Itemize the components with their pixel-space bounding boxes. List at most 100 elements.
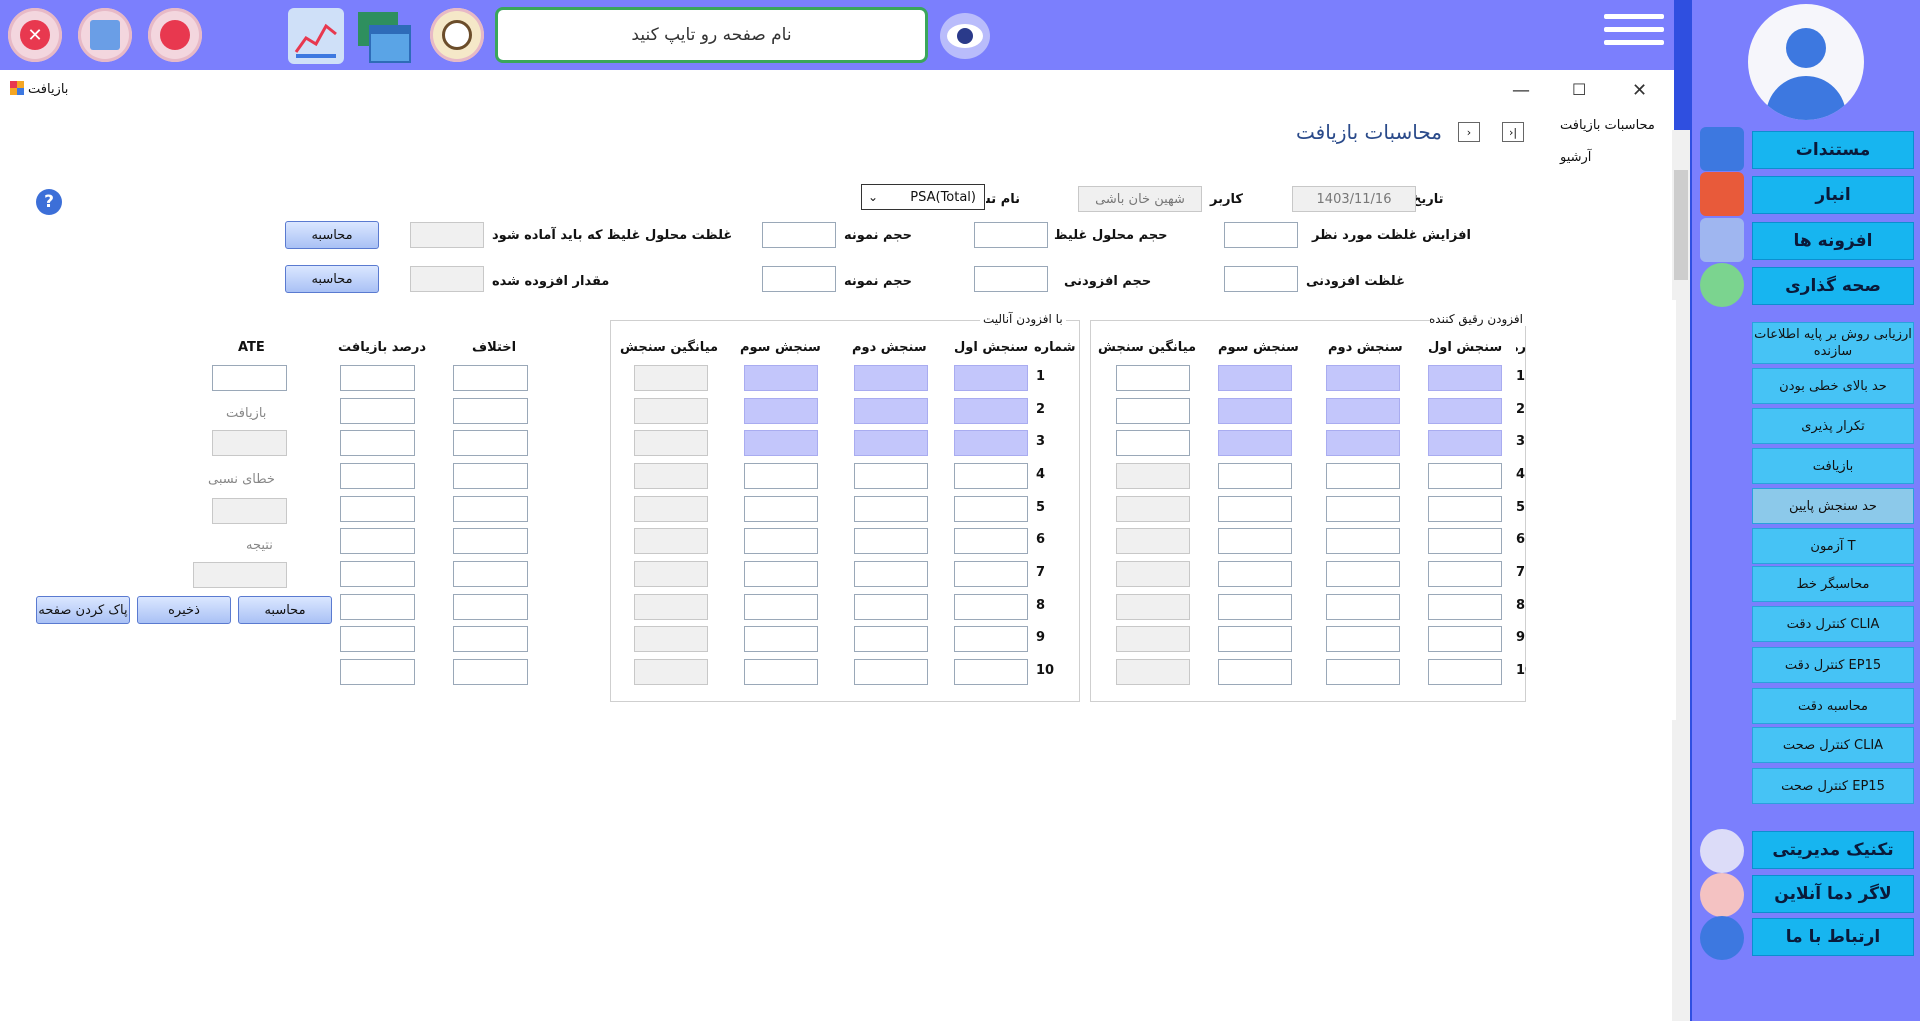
analyte-cell[interactable] bbox=[744, 561, 818, 587]
diluent-cell[interactable] bbox=[1326, 659, 1400, 685]
diff-cell[interactable] bbox=[453, 496, 528, 522]
sidebar-subitem-9[interactable]: محاسبه دقت bbox=[1752, 688, 1914, 724]
diluent-cell[interactable] bbox=[1428, 528, 1502, 554]
monitor-icon[interactable] bbox=[78, 8, 132, 62]
sidebar-subitem-5[interactable]: آزمون T bbox=[1752, 528, 1914, 564]
sidebar-subitem-3[interactable]: بازیافت bbox=[1752, 448, 1914, 484]
diff-cell[interactable] bbox=[453, 398, 528, 424]
added-conc-input[interactable] bbox=[1224, 266, 1298, 292]
sidebar-item-3[interactable]: صحه گذاری bbox=[1752, 267, 1914, 305]
diluent-cell[interactable] bbox=[1428, 626, 1502, 652]
save-button[interactable]: ذخیره bbox=[137, 596, 231, 624]
windows-icon[interactable] bbox=[356, 8, 412, 64]
diluent-cell[interactable] bbox=[1218, 594, 1292, 620]
diluent-cell[interactable] bbox=[1326, 528, 1400, 554]
diff-cell[interactable] bbox=[453, 594, 528, 620]
calc-button-2[interactable]: محاسبه bbox=[285, 265, 379, 293]
diff-cell[interactable] bbox=[453, 365, 528, 391]
diluent-cell[interactable] bbox=[1428, 594, 1502, 620]
sidebar-bottom-item-1[interactable]: لاگر دما آنلاین bbox=[1752, 875, 1914, 913]
diluent-cell[interactable] bbox=[1326, 430, 1400, 456]
increase-conc-input[interactable] bbox=[1224, 222, 1298, 248]
sidebar-subitem-11[interactable]: کنترل صحت EP15 bbox=[1752, 768, 1914, 804]
recovery-pct-cell[interactable] bbox=[340, 398, 415, 424]
diluent-cell[interactable] bbox=[1218, 626, 1292, 652]
analyte-cell[interactable] bbox=[954, 528, 1028, 554]
analyte-cell[interactable] bbox=[744, 626, 818, 652]
analyte-cell[interactable] bbox=[954, 626, 1028, 652]
sidebar-bottom-item-0[interactable]: تکنیک مدیریتی bbox=[1752, 831, 1914, 869]
analyte-cell[interactable] bbox=[744, 528, 818, 554]
diluent-cell[interactable] bbox=[1428, 659, 1502, 685]
diluent-cell[interactable] bbox=[1116, 365, 1190, 391]
diluent-cell[interactable] bbox=[1326, 594, 1400, 620]
sidebar-subitem-2[interactable]: تکرار پذیری bbox=[1752, 408, 1914, 444]
close-circle-icon[interactable]: ✕ bbox=[8, 8, 62, 62]
recovery-pct-cell[interactable] bbox=[340, 365, 415, 391]
search-input[interactable]: نام صفحه رو تایپ کنید bbox=[495, 7, 928, 63]
diluent-cell[interactable] bbox=[1326, 398, 1400, 424]
test-select[interactable]: ⌄ PSA(Total) bbox=[861, 184, 985, 210]
analyte-cell[interactable] bbox=[744, 463, 818, 489]
analyte-cell[interactable] bbox=[744, 430, 818, 456]
sidebar-item-1[interactable]: انبار bbox=[1752, 176, 1914, 214]
analyte-cell[interactable] bbox=[744, 398, 818, 424]
analyte-cell[interactable] bbox=[854, 528, 928, 554]
breadcrumb-archive[interactable]: آرشیو bbox=[1560, 150, 1592, 165]
analyte-cell[interactable] bbox=[854, 659, 928, 685]
analyte-cell[interactable] bbox=[954, 430, 1028, 456]
sample-volume-input-2[interactable] bbox=[762, 266, 836, 292]
diluent-cell[interactable] bbox=[1428, 365, 1502, 391]
help-icon[interactable]: ? bbox=[36, 189, 62, 215]
diluent-cell[interactable] bbox=[1326, 561, 1400, 587]
analyte-cell[interactable] bbox=[954, 365, 1028, 391]
nav-next-button[interactable]: › bbox=[1458, 122, 1480, 142]
analyte-cell[interactable] bbox=[854, 430, 928, 456]
nav-last-button[interactable]: ›| bbox=[1502, 122, 1524, 142]
analyte-cell[interactable] bbox=[854, 594, 928, 620]
diluent-cell[interactable] bbox=[1218, 365, 1292, 391]
diluent-cell[interactable] bbox=[1218, 430, 1292, 456]
conc-volume-input[interactable] bbox=[974, 222, 1048, 248]
diff-cell[interactable] bbox=[453, 430, 528, 456]
analyte-cell[interactable] bbox=[854, 463, 928, 489]
clear-page-button[interactable]: پاک کردن صفحه bbox=[36, 596, 130, 624]
close-button[interactable]: ✕ bbox=[1632, 80, 1648, 101]
diluent-cell[interactable] bbox=[1218, 528, 1292, 554]
analyte-cell[interactable] bbox=[744, 365, 818, 391]
avatar[interactable] bbox=[1748, 4, 1864, 120]
sidebar-subitem-10[interactable]: کنترل صحت CLIA bbox=[1752, 727, 1914, 763]
sidebar-subitem-8[interactable]: کنترل دقت EP15 bbox=[1752, 647, 1914, 683]
recovery-pct-cell[interactable] bbox=[340, 463, 415, 489]
diluent-cell[interactable] bbox=[1116, 398, 1190, 424]
sidebar-subitem-4[interactable]: حد سنجش پایین bbox=[1752, 488, 1914, 524]
diff-cell[interactable] bbox=[453, 561, 528, 587]
analyte-cell[interactable] bbox=[744, 594, 818, 620]
diff-cell[interactable] bbox=[453, 626, 528, 652]
calculate-button[interactable]: محاسبه bbox=[238, 596, 332, 624]
analyte-cell[interactable] bbox=[854, 626, 928, 652]
sidebar-bottom-item-2[interactable]: ارتباط با ما bbox=[1752, 918, 1914, 956]
diluent-cell[interactable] bbox=[1218, 659, 1292, 685]
sidebar-item-2[interactable]: افزونه ها bbox=[1752, 222, 1914, 260]
analyte-cell[interactable] bbox=[954, 398, 1028, 424]
eye-icon[interactable] bbox=[940, 13, 990, 59]
minimize-button[interactable]: — bbox=[1512, 80, 1530, 101]
analyte-cell[interactable] bbox=[854, 561, 928, 587]
analyte-cell[interactable] bbox=[954, 561, 1028, 587]
recovery-pct-cell[interactable] bbox=[340, 528, 415, 554]
stop-circle-icon[interactable] bbox=[148, 8, 202, 62]
added-volume-input[interactable] bbox=[974, 266, 1048, 292]
diff-cell[interactable] bbox=[453, 659, 528, 685]
calc-button-1[interactable]: محاسبه bbox=[285, 221, 379, 249]
recovery-pct-cell[interactable] bbox=[340, 659, 415, 685]
diluent-cell[interactable] bbox=[1326, 365, 1400, 391]
diluent-cell[interactable] bbox=[1326, 626, 1400, 652]
diluent-cell[interactable] bbox=[1218, 496, 1292, 522]
diluent-cell[interactable] bbox=[1116, 430, 1190, 456]
sidebar-subitem-0[interactable]: ارزیابی روش بر پایه اطلاعات سازنده bbox=[1752, 322, 1914, 364]
analyte-cell[interactable] bbox=[744, 659, 818, 685]
diluent-cell[interactable] bbox=[1218, 561, 1292, 587]
diluent-cell[interactable] bbox=[1428, 430, 1502, 456]
chart-icon[interactable] bbox=[288, 8, 344, 64]
